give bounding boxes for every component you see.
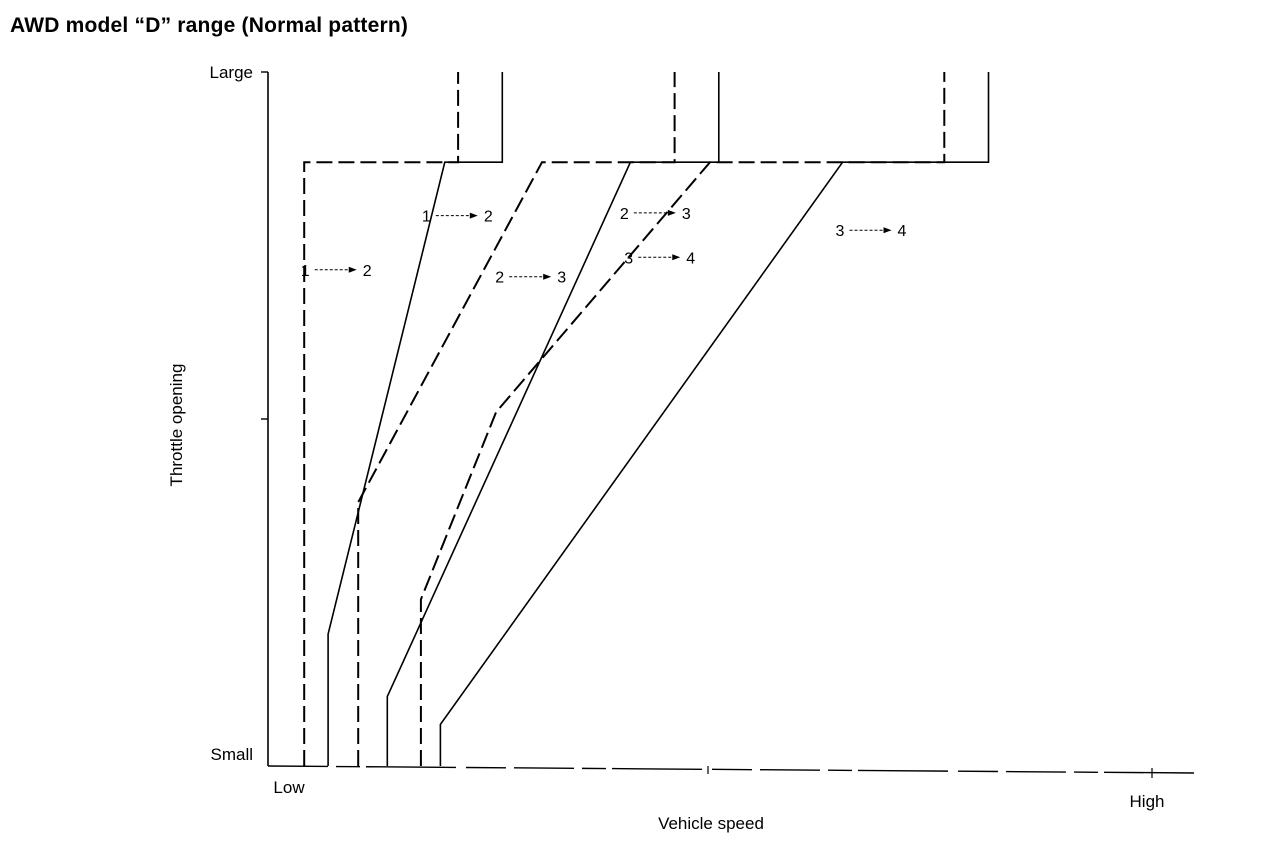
series-line-6-dashed bbox=[419, 72, 946, 766]
shift-arrow-head bbox=[672, 254, 681, 261]
shift-label-from: 3 bbox=[624, 250, 633, 267]
shift-label-to: 2 bbox=[363, 263, 372, 280]
series-group bbox=[303, 72, 990, 766]
shift-label-from: 2 bbox=[495, 270, 504, 287]
shift-arrow-head bbox=[883, 227, 892, 234]
series-line-1-solid bbox=[327, 72, 504, 766]
x-tick-label-high: High bbox=[1130, 792, 1165, 811]
chart-title: AWD model “D” range (Normal pattern) bbox=[10, 14, 409, 37]
axes bbox=[261, 71, 1196, 778]
series-line-5-solid bbox=[439, 72, 990, 766]
annotation-group: 1 21 22 32 33 43 4 bbox=[301, 206, 907, 287]
shift-label-from: 1 bbox=[301, 263, 310, 280]
shift-arrow-head bbox=[667, 209, 676, 216]
x-axis-label: Vehicle speed bbox=[658, 814, 764, 833]
series-line-3-solid bbox=[386, 72, 720, 766]
shift-label-to: 4 bbox=[686, 250, 695, 267]
shift-label-from: 3 bbox=[836, 223, 845, 240]
y-tick-label-small: Small bbox=[210, 745, 253, 764]
shift-arrow-head bbox=[543, 273, 552, 280]
shift-label-from: 2 bbox=[620, 206, 629, 223]
shift-label-from: 1 bbox=[422, 209, 431, 226]
x-axis-line bbox=[267, 765, 1196, 774]
shift-arrow-head bbox=[469, 212, 478, 219]
shift-label-to: 4 bbox=[898, 223, 907, 240]
shift-arrow-head bbox=[348, 266, 357, 273]
shift-label-to: 2 bbox=[484, 209, 493, 226]
series-line-4-dashed bbox=[357, 72, 676, 766]
shift-label-to: 3 bbox=[557, 270, 566, 287]
series-line-2-dashed bbox=[303, 72, 460, 766]
y-tick-label-large: Large bbox=[210, 63, 253, 82]
x-tick-label-low: Low bbox=[273, 778, 305, 797]
shift-label-to: 3 bbox=[682, 206, 691, 223]
y-axis-label: Throttle opening bbox=[167, 364, 186, 487]
